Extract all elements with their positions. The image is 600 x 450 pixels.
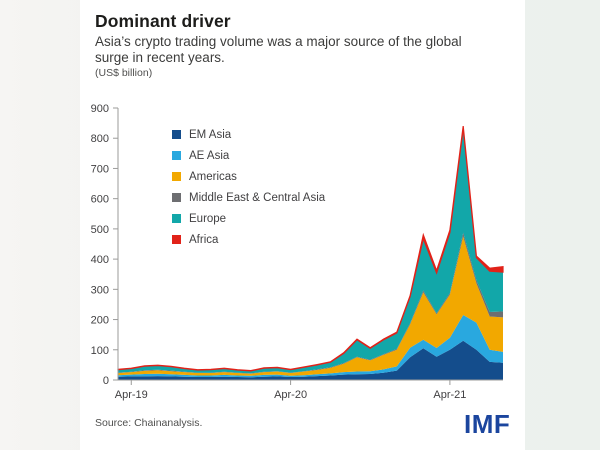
- chart-legend: EM Asia AE Asia Americas Middle East & Cent…: [172, 124, 325, 250]
- y-tick-label: 500: [91, 224, 109, 236]
- y-tick-label: 800: [91, 133, 109, 145]
- y-tick-label: 400: [91, 254, 109, 266]
- area-americas: [118, 236, 503, 376]
- x-tick-label: Apr-19: [115, 389, 148, 401]
- legend-label: Europe: [189, 212, 227, 225]
- y-tick-label: 200: [91, 315, 109, 327]
- imf-logo: IMF: [464, 409, 511, 439]
- y-tick-label: 0: [103, 375, 109, 387]
- source-note: Source: Chainanalysis.: [95, 417, 203, 429]
- legend-label: Americas: [189, 170, 237, 183]
- y-tick-label: 900: [91, 103, 109, 115]
- area-europe: [118, 128, 503, 374]
- legend-swatch: [172, 172, 181, 181]
- legend-item-africa: Africa: [172, 229, 325, 250]
- y-tick-label: 600: [91, 194, 109, 206]
- unit-note: (US$ billion): [95, 67, 153, 79]
- x-tick-label: Apr-21: [433, 389, 466, 401]
- legend-label: Middle East & Central Asia: [189, 191, 326, 204]
- legend-label: EM Asia: [189, 128, 232, 141]
- y-tick-label: 300: [91, 284, 109, 296]
- legend-swatch: [172, 151, 181, 160]
- legend-swatch: [172, 214, 181, 223]
- legend-label: AE Asia: [189, 149, 230, 162]
- legend-item-europe: Europe: [172, 208, 325, 229]
- y-tick-label: 700: [91, 163, 109, 175]
- x-tick-label: Apr-20: [274, 389, 307, 401]
- area-africa: [117, 126, 504, 372]
- area-ae-asia: [118, 315, 503, 378]
- chart-subtitle: Asia’s crypto trading volume was a major…: [95, 34, 462, 65]
- legend-swatch: [172, 130, 181, 139]
- legend-swatch: [172, 193, 181, 202]
- legend-item-ae-asia: AE Asia: [172, 145, 325, 166]
- legend-item-em-asia: EM Asia: [172, 124, 325, 145]
- area-em-asia: [118, 340, 503, 380]
- legend-label: Africa: [189, 233, 219, 246]
- legend-item-middle-east-central-asia: Middle East & Central Asia: [172, 187, 325, 208]
- y-tick-label: 100: [91, 345, 109, 357]
- chart-title: Dominant driver: [95, 11, 231, 31]
- legend-swatch: [172, 235, 181, 244]
- legend-item-americas: Americas: [172, 166, 325, 187]
